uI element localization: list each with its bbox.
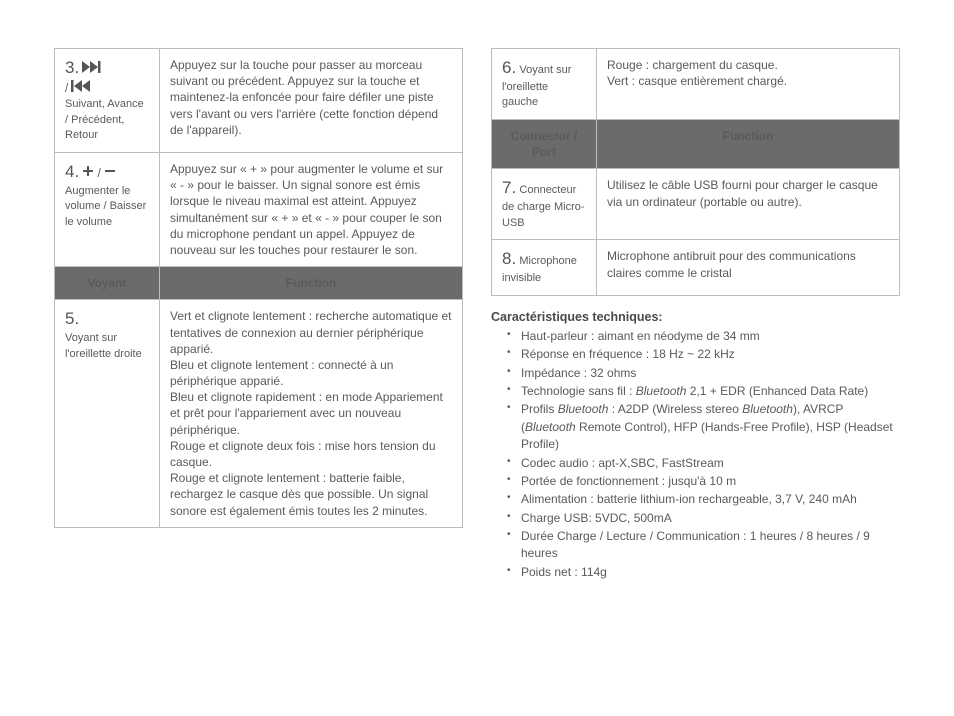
prev-track-icon <box>71 80 91 98</box>
row4-num: 4. <box>65 162 79 181</box>
row7-label-cell: 7. Connecteur de charge Micro-USB <box>492 169 597 240</box>
row6-desc: Rouge : chargement du casque. Vert : cas… <box>597 49 900 120</box>
table-header-row: Connector / Port Function <box>492 119 900 168</box>
list-item: Haut-parleur : aimant en néodyme de 34 m… <box>507 328 900 345</box>
header-function-2: Function <box>597 119 900 168</box>
list-item: Charge USB: 5VDC, 500mA <box>507 510 900 527</box>
controls-table-right: 6. Voyant sur l'oreillette gauche Rouge … <box>491 48 900 296</box>
row8-desc: Microphone antibruit pour des communicat… <box>597 240 900 295</box>
table-row: 8. Microphone invisible Microphone antib… <box>492 240 900 295</box>
row3-label-cell: 3. / Suivant, Avance / Précédent, Retour <box>55 49 160 153</box>
list-item: Durée Charge / Lecture / Communication :… <box>507 528 900 563</box>
table-row: 7. Connecteur de charge Micro-USB Utilis… <box>492 169 900 240</box>
row5-label-cell: 5. Voyant sur l'oreillette droite <box>55 300 160 527</box>
list-item: Poids net : 114g <box>507 564 900 581</box>
row3-label-text: Suivant, Avance / Précédent, Retour <box>65 98 144 141</box>
plus-icon <box>82 165 94 183</box>
row5-label-text: Voyant sur l'oreillette droite <box>65 332 142 360</box>
row4-label-cell: 4. / Augmenter le volume / Baisser le vo… <box>55 153 160 267</box>
row6-num: 6. <box>502 58 516 77</box>
list-item: Alimentation : batterie lithium-ion rech… <box>507 491 900 508</box>
list-item: Portée de fonctionnement : jusqu'à 10 m <box>507 473 900 490</box>
list-item: Profils Bluetooth : A2DP (Wireless stere… <box>507 401 900 453</box>
table-row: 6. Voyant sur l'oreillette gauche Rouge … <box>492 49 900 120</box>
row4-desc: Appuyez sur « + » pour augmenter le volu… <box>160 153 463 267</box>
list-item: Codec audio : apt-X,SBC, FastStream <box>507 455 900 472</box>
table-row: 4. / Augmenter le volume / Baisser le vo… <box>55 153 463 267</box>
row8-label-cell: 8. Microphone invisible <box>492 240 597 295</box>
header-connector: Connector / Port <box>492 119 597 168</box>
minus-icon <box>104 165 116 183</box>
row3-num: 3. <box>65 58 79 77</box>
list-item: Réponse en fréquence : 18 Hz ~ 22 kHz <box>507 346 900 363</box>
header-function: Function <box>160 267 463 300</box>
row8-num: 8. <box>502 249 516 268</box>
page-root: 3. / Suivant, Avance / Précédent, Retour… <box>0 0 954 622</box>
left-column: 3. / Suivant, Avance / Précédent, Retour… <box>54 48 463 582</box>
table-header-row: Voyant Function <box>55 267 463 300</box>
next-track-icon <box>82 61 102 79</box>
row5-num: 5. <box>65 309 79 328</box>
list-item: Impédance : 32 ohms <box>507 365 900 382</box>
row3-desc: Appuyez sur la touche pour passer au mor… <box>160 49 463 153</box>
controls-table-left: 3. / Suivant, Avance / Précédent, Retour… <box>54 48 463 528</box>
row7-num: 7. <box>502 178 516 197</box>
row6-label-cell: 6. Voyant sur l'oreillette gauche <box>492 49 597 120</box>
header-voyant: Voyant <box>55 267 160 300</box>
specs-list: Haut-parleur : aimant en néodyme de 34 m… <box>491 328 900 581</box>
row5-desc: Vert et clignote lentement : recherche a… <box>160 300 463 527</box>
list-item: Technologie sans fil : Bluetooth 2,1 + E… <box>507 383 900 400</box>
row7-desc: Utilisez le câble USB fourni pour charge… <box>597 169 900 240</box>
right-column: 6. Voyant sur l'oreillette gauche Rouge … <box>491 48 900 582</box>
table-row: 5. Voyant sur l'oreillette droite Vert e… <box>55 300 463 527</box>
table-row: 3. / Suivant, Avance / Précédent, Retour… <box>55 49 463 153</box>
specs-title: Caractéristiques techniques: <box>491 310 900 324</box>
row4-label-text: Augmenter le volume / Baisser le volume <box>65 185 146 228</box>
